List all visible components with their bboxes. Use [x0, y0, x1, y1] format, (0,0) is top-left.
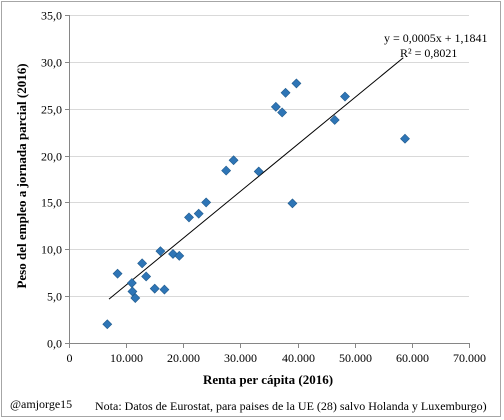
trendline	[108, 57, 404, 300]
data-point	[149, 283, 160, 294]
x-tick-label: 40.000	[282, 351, 315, 365]
data-point	[277, 107, 288, 118]
y-axis-title: Peso del empleo a jornada parcial (2016)	[14, 63, 29, 288]
x-axis-title: Renta per cápita (2016)	[203, 372, 333, 387]
x-tick-label: 10.000	[110, 351, 143, 365]
data-point	[193, 208, 204, 219]
data-point	[400, 133, 410, 144]
data-point	[201, 197, 212, 208]
y-tick-label: 30,0	[41, 56, 62, 70]
data-point	[130, 293, 141, 303]
y-tick-label: 0,0	[47, 337, 62, 351]
x-tick-label: 70.000	[453, 351, 486, 365]
x-tick-labels: 0 10.000 20.000 30.000 40.000 50.000 60.000 70.…	[67, 351, 487, 365]
author-handle: @amjorge15	[10, 397, 73, 411]
data-point	[126, 278, 137, 288]
y-tick-label: 35,0	[41, 9, 62, 23]
data-point	[221, 165, 232, 176]
data-point	[228, 155, 239, 166]
data-point	[270, 101, 281, 112]
x-tick-label: 20.000	[167, 351, 200, 365]
data-point	[280, 87, 291, 98]
data-point	[291, 78, 302, 89]
x-tick-label: 30.000	[224, 351, 257, 365]
trendline-r2: R² = 0,8021	[400, 46, 457, 60]
data-point	[155, 246, 166, 257]
trendline-group	[108, 57, 404, 300]
data-point	[141, 271, 152, 282]
x-tick-label: 60.000	[396, 351, 429, 365]
y-tick-label: 20,0	[41, 150, 62, 164]
y-tick-labels: 0,0 5,0 10,0 15,0 20,0 25,0 30,0 35,0	[41, 9, 62, 351]
y-tick-label: 25,0	[41, 103, 62, 117]
y-tick-label: 10,0	[41, 243, 62, 257]
data-point	[159, 284, 170, 295]
y-tick-label: 15,0	[41, 196, 62, 210]
data-point	[340, 91, 350, 102]
x-tick-label: 50.000	[339, 351, 372, 365]
data-point	[253, 166, 264, 177]
data-point	[174, 250, 185, 261]
y-tick-label: 5,0	[47, 290, 62, 304]
data-point	[184, 212, 194, 223]
axes	[65, 15, 470, 348]
x-tick-label: 0	[67, 351, 73, 365]
data-point	[287, 198, 298, 209]
data-point	[112, 268, 123, 279]
data-point	[137, 258, 148, 269]
data-point	[329, 115, 340, 125]
data-source-note: Nota: Datos de Eurostat, para paises de …	[95, 399, 487, 413]
data-points	[102, 78, 410, 330]
trendline-equation: y = 0,0005x + 1,1841	[384, 31, 488, 45]
data-point	[102, 319, 113, 330]
